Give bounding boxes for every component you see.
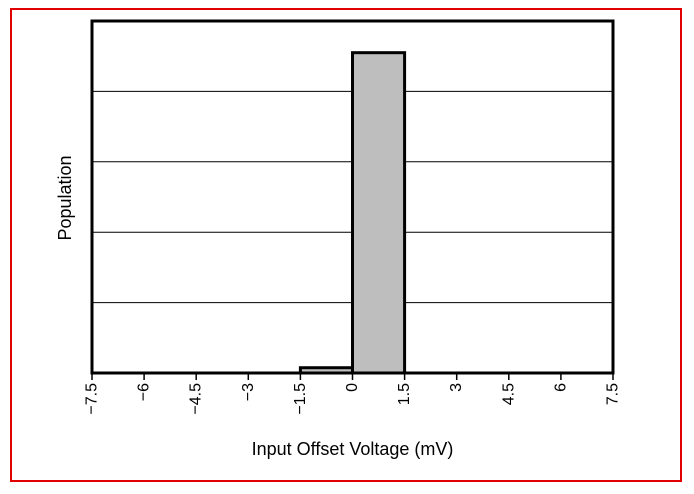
histogram-bars (298, 51, 407, 375)
x-tick-label-9: 6 (552, 383, 569, 392)
x-tick-label-4: −1.5 (292, 383, 309, 415)
x-tick-label-5: 0 (344, 383, 361, 392)
x-axis-ticks (91, 373, 614, 380)
x-tick-label-6: 1.5 (396, 383, 413, 405)
x-tick-label-0: −7.5 (84, 383, 101, 415)
x-tick-label-2: −4.5 (188, 383, 205, 415)
x-tick-label-3: −3 (240, 383, 257, 401)
x-axis-title: Input Offset Voltage (mV) (252, 439, 454, 459)
x-tick-label-1: −6 (136, 383, 153, 401)
histogram-bar-1 (351, 51, 407, 375)
y-axis-title: Population (55, 155, 75, 240)
x-tick-label-8: 4.5 (500, 383, 517, 405)
x-tick-label-7: 3 (448, 383, 465, 392)
x-axis-tick-labels: −7.5 −6 −4.5 −3 −1.5 0 1.5 3 4.5 6 7.5 (84, 383, 622, 415)
figure-frame (10, 8, 682, 482)
x-tick-label-10: 7.5 (605, 383, 622, 405)
